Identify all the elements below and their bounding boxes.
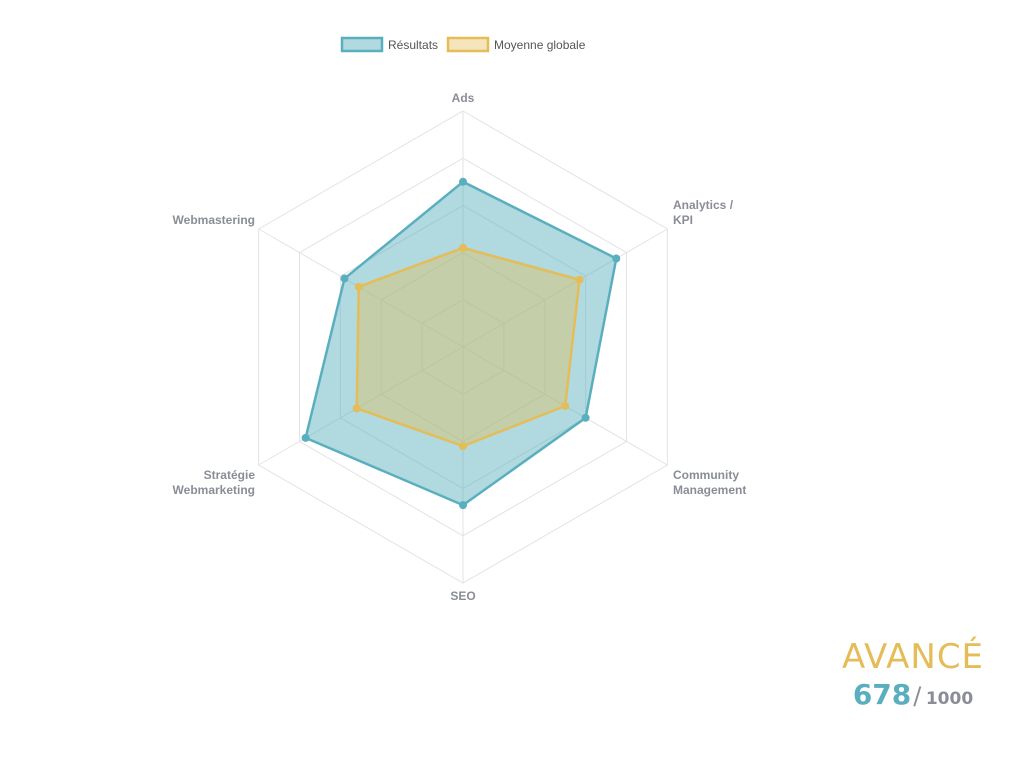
score-panel: AVANCÉ 678/ 1000 [838, 636, 988, 717]
grid-spoke [258, 346, 464, 466]
radar-grid [258, 110, 668, 584]
data-point [354, 282, 363, 291]
level-label: AVANCÉ [841, 637, 985, 677]
legend: Résultats Moyenne globale [340, 36, 586, 53]
score-line: 678/ 1000 [838, 678, 988, 717]
axis-label: Stratégie Webmarketing [173, 468, 256, 497]
series-moyenne-globale [352, 243, 584, 451]
score-separator: / [913, 682, 922, 710]
axis-label: SEO [450, 589, 475, 603]
series-resultats [301, 177, 621, 510]
score-value: 678 [852, 678, 912, 711]
legend-label: Résultats [388, 38, 438, 52]
data-point [459, 442, 467, 451]
data-point [575, 275, 584, 284]
axis-label: Ads [452, 91, 475, 105]
data-point [340, 274, 349, 283]
data-point [459, 501, 467, 510]
grid-spoke [462, 228, 668, 348]
data-point [352, 404, 361, 413]
data-point [301, 433, 310, 442]
data-point [612, 254, 621, 263]
data-point [581, 413, 590, 422]
data-point [459, 177, 467, 186]
axis-label: Analytics / KPI [673, 198, 734, 227]
legend-swatch [446, 36, 490, 53]
legend-label: Moyenne globale [494, 38, 586, 52]
axis-label: Webmastering [173, 213, 255, 227]
data-point [561, 402, 570, 410]
axis-label: Community Management [673, 468, 746, 497]
legend-swatch [340, 36, 384, 53]
data-point [459, 243, 467, 252]
score-max: 1000 [925, 689, 974, 709]
